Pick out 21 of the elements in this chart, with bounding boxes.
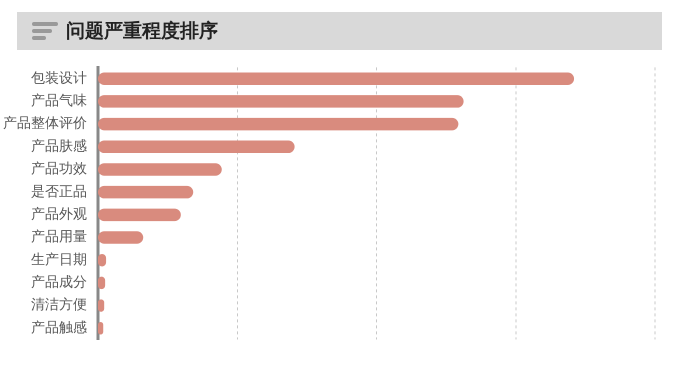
y-tick-label: 产品气味 <box>31 93 87 110</box>
y-tick-label: 产品成分 <box>31 274 87 291</box>
y-tick-label: 是否正品 <box>31 184 87 200</box>
bar <box>98 231 144 244</box>
y-tick-label: 产品触感 <box>31 320 87 336</box>
bar <box>98 118 458 130</box>
y-tick-label: 产品外观 <box>31 206 87 222</box>
y-tick-label: 产品整体评价 <box>3 116 87 132</box>
y-tick-label: 产品用量 <box>31 229 87 246</box>
y-tick-label: 生产日期 <box>31 252 87 268</box>
y-tick-label: 清洁方便 <box>31 297 87 314</box>
bar <box>98 72 574 85</box>
bar <box>98 208 181 222</box>
chart-title: 问题严重程度排序 <box>66 19 218 44</box>
bar <box>98 95 464 108</box>
y-tick-label: 产品肤感 <box>31 138 87 154</box>
bar <box>98 163 222 176</box>
y-tick-label: 产品功效 <box>31 161 87 178</box>
bar <box>98 140 295 154</box>
bar <box>98 186 194 198</box>
y-tick-label: 包装设计 <box>31 70 87 86</box>
